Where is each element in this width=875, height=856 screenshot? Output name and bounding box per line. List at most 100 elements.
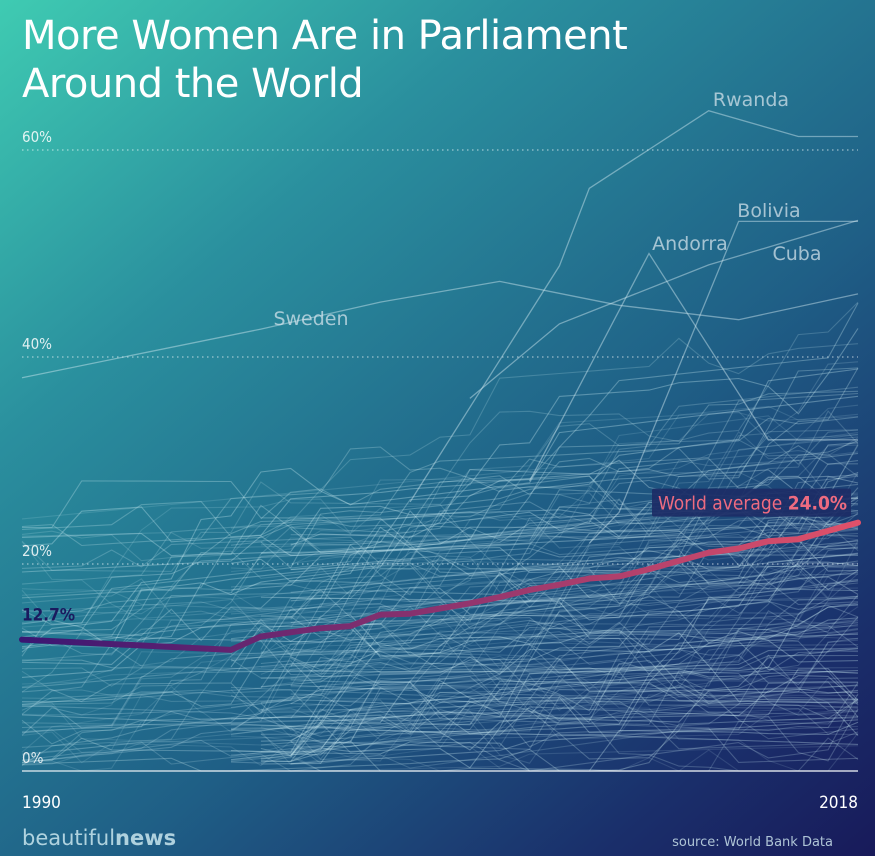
country-line — [260, 621, 859, 744]
country-line — [230, 696, 859, 756]
country-line — [21, 436, 859, 595]
country-label-sweden: Sweden — [273, 308, 348, 330]
x-axis-labels: 1990 2018 — [22, 793, 858, 813]
country-line — [230, 693, 859, 772]
country-line — [260, 622, 859, 673]
country-line — [290, 450, 859, 628]
country-line — [21, 569, 859, 636]
country-line — [230, 541, 859, 632]
country-line — [21, 547, 859, 626]
country-line — [21, 624, 859, 764]
country-line — [230, 637, 859, 737]
country-line — [21, 496, 859, 766]
country-line — [290, 562, 858, 657]
country-line — [230, 690, 859, 762]
country-line — [290, 672, 859, 757]
country-label-rwanda: Rwanda — [713, 89, 789, 111]
country-line — [290, 656, 859, 719]
country-line — [21, 597, 859, 735]
country-line — [21, 532, 859, 748]
country-line — [260, 694, 858, 735]
country-line — [21, 546, 859, 761]
country-line — [230, 368, 859, 582]
y-axis-labels: 0% 20% 40% 60% — [22, 128, 52, 767]
country-line — [230, 675, 859, 722]
country-label-andorra: Andorra — [652, 233, 728, 255]
country-line — [290, 668, 859, 719]
country-line-bolivia — [588, 220, 858, 544]
y-tick-label: 40% — [22, 335, 52, 353]
country-line — [230, 639, 859, 704]
country-line — [21, 697, 859, 731]
country-line — [260, 680, 859, 762]
y-tick-label: 0% — [22, 749, 44, 767]
country-line — [21, 429, 859, 693]
end-label: World average 24.0% — [658, 493, 847, 515]
country-line — [21, 595, 859, 705]
country-line — [230, 677, 859, 740]
country-line — [21, 622, 859, 753]
y-tick-label: 60% — [22, 128, 52, 146]
country-line — [230, 537, 859, 621]
country-line — [21, 716, 859, 772]
country-line — [21, 337, 859, 585]
country-line — [260, 725, 859, 753]
country-line — [21, 604, 859, 689]
country-line — [230, 410, 859, 656]
world-average: 12.7% World average 24.0% — [19, 488, 861, 653]
country-line — [260, 647, 859, 679]
country-line — [21, 459, 859, 596]
title-line-1: More Women Are in Parliament — [22, 13, 628, 59]
country-line — [21, 689, 859, 736]
country-line — [21, 301, 859, 662]
country-line — [260, 416, 859, 520]
country-line — [21, 595, 859, 703]
country-line — [230, 429, 859, 588]
country-line — [21, 489, 859, 637]
country-line — [230, 680, 859, 731]
country-labels: Rwanda Bolivia Andorra Cuba Sweden — [273, 89, 821, 330]
start-value-label: 12.7% — [22, 606, 75, 626]
country-line — [21, 390, 859, 633]
country-line — [21, 584, 859, 685]
source-note: source: World Bank Data — [672, 835, 833, 850]
title-line-2: Around the World — [22, 61, 364, 107]
country-line-rwanda — [409, 109, 858, 503]
country-line — [21, 666, 859, 772]
country-line — [21, 526, 859, 657]
country-line — [290, 553, 859, 621]
country-line — [290, 566, 859, 673]
country-line — [21, 706, 859, 766]
country-line — [260, 610, 859, 722]
country-line — [290, 522, 859, 609]
country-line — [230, 492, 859, 554]
country-line — [21, 522, 859, 665]
country-line — [230, 445, 859, 662]
country-line — [230, 597, 859, 763]
country-line — [290, 644, 859, 690]
country-line — [290, 624, 859, 688]
country-line — [21, 690, 859, 748]
country-line — [260, 546, 859, 704]
x-tick-label: 1990 — [22, 793, 61, 813]
country-line — [290, 578, 859, 754]
country-line — [21, 471, 859, 625]
country-line — [290, 553, 859, 653]
country-line — [290, 745, 859, 772]
country-line — [260, 602, 859, 760]
country-line — [230, 700, 859, 750]
country-line — [260, 487, 859, 688]
country-line — [21, 395, 859, 653]
country-line — [230, 650, 859, 764]
country-line — [290, 440, 859, 554]
country-line — [21, 707, 859, 763]
country-line — [21, 302, 859, 648]
country-line — [230, 525, 859, 683]
country-line — [260, 540, 859, 704]
country-line-sweden — [21, 280, 859, 379]
country-line — [290, 523, 859, 756]
country-line — [260, 610, 859, 742]
country-line — [230, 656, 859, 721]
